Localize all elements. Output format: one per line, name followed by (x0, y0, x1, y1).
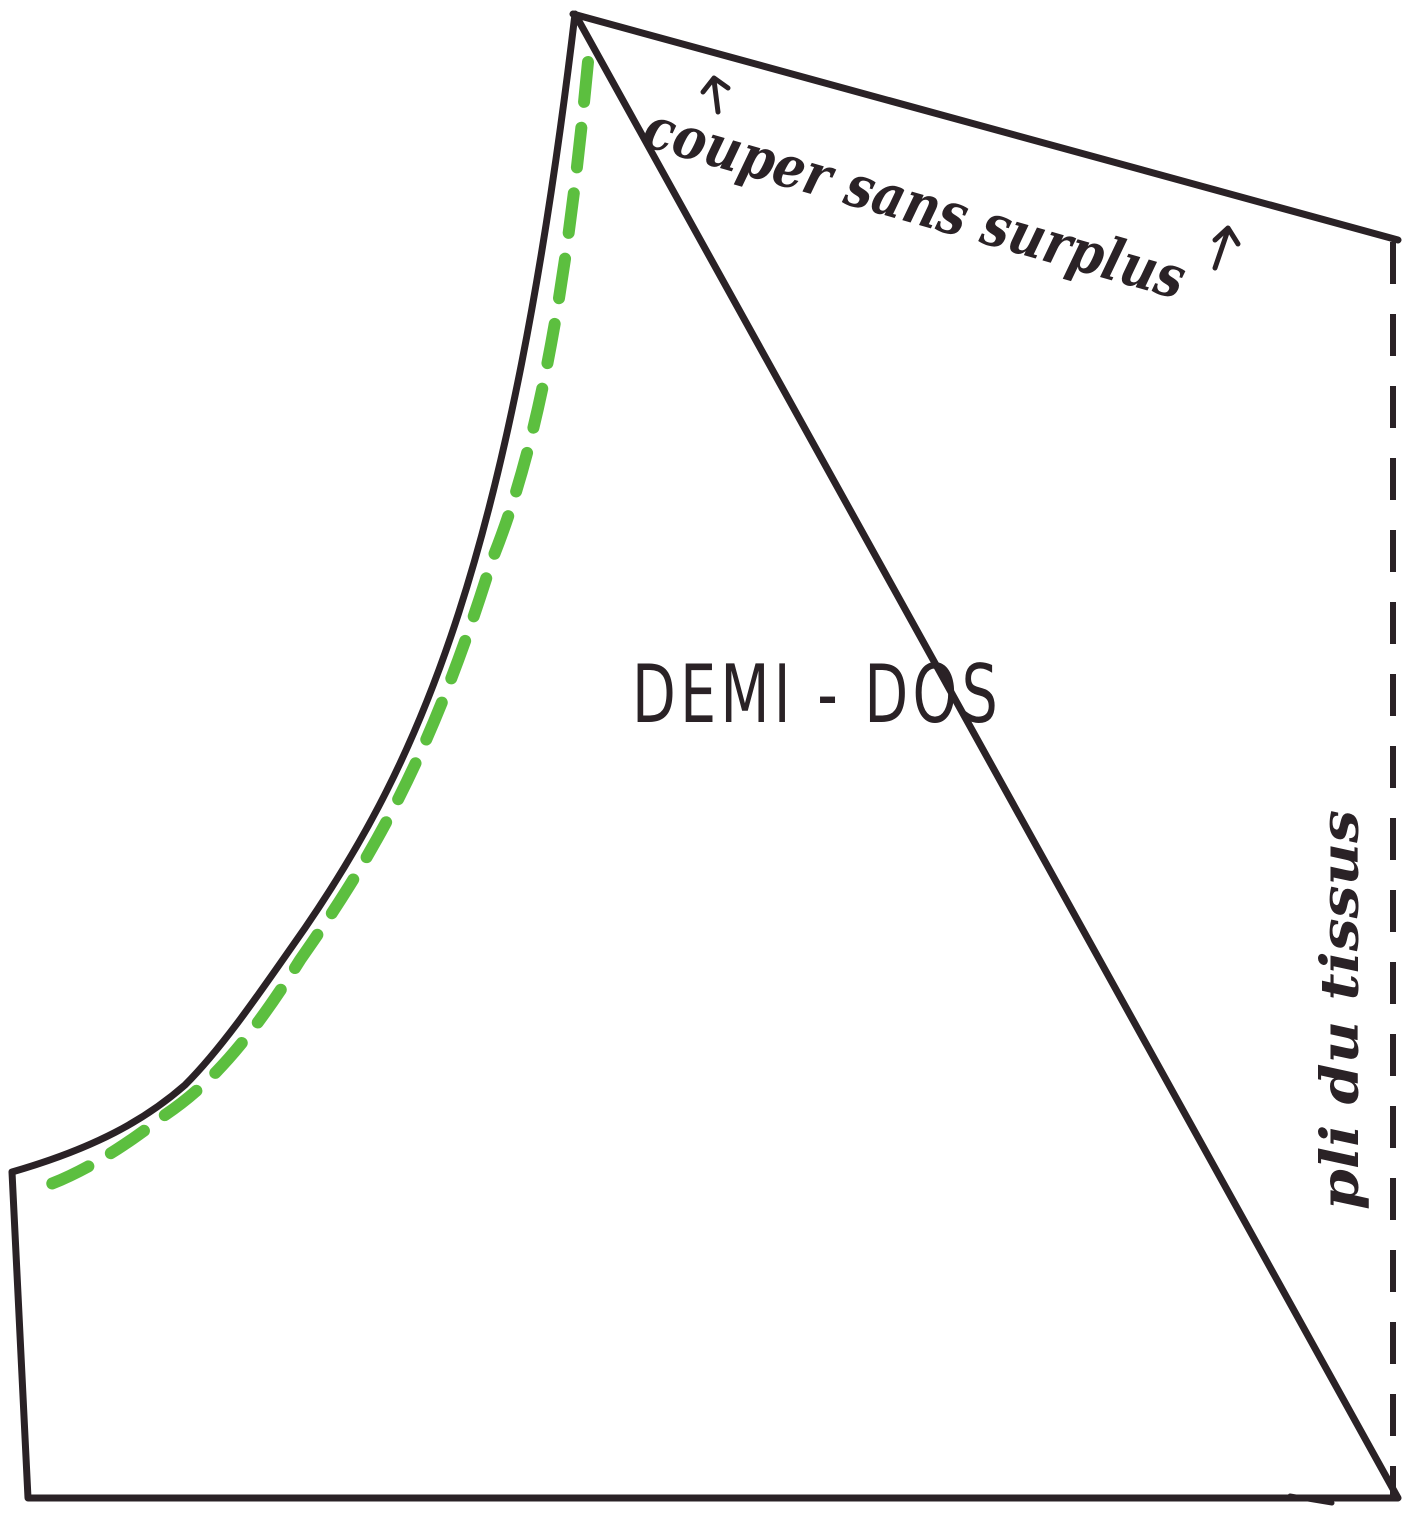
piece-title: DEMI - DOS (632, 648, 1002, 741)
arrow-right-icon (1212, 225, 1241, 271)
arrow-left-icon (700, 75, 731, 115)
pattern-outline (8, 10, 1402, 1502)
seam-allowance-line (22, 56, 594, 1198)
bottom-edge-overshoot (1287, 1493, 1335, 1506)
fold-note: pli du tissus (1310, 810, 1371, 1210)
